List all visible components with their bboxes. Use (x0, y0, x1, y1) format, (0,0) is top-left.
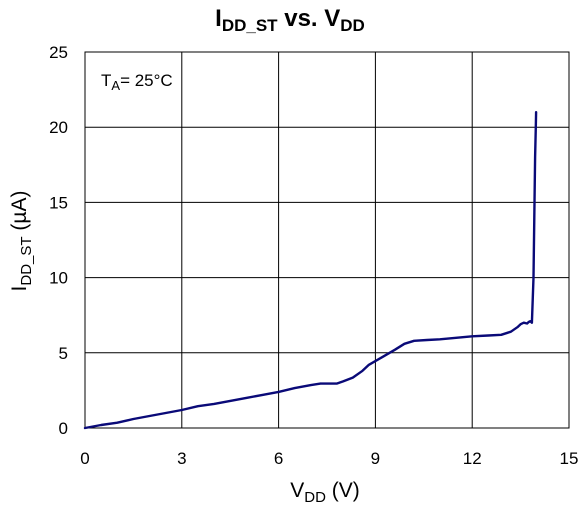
x-tick-label: 12 (463, 449, 482, 468)
y-tick-label: 10 (49, 269, 68, 288)
y-tick-label: 15 (49, 193, 68, 212)
y-tick-label: 0 (59, 419, 68, 438)
y-tick-label: 25 (49, 43, 68, 62)
chart-title: IDD_ST vs. VDD (215, 5, 365, 35)
grid-lines (84, 51, 570, 429)
x-axis-label: VDD (V) (290, 479, 360, 506)
x-tick-label: 9 (371, 449, 380, 468)
x-tick-label: 0 (80, 449, 89, 468)
y-tick-label: 20 (49, 118, 68, 137)
x-tick-label: 15 (560, 449, 579, 468)
y-axis-ticks: 0 5 10 15 20 25 (49, 43, 68, 438)
y-tick-label: 5 (59, 344, 68, 363)
plot-frame (84, 51, 570, 429)
x-tick-label: 6 (274, 449, 283, 468)
y-axis-label: IDD_ST (µA) (8, 191, 35, 292)
x-tick-label: 3 (177, 449, 186, 468)
x-axis-ticks: 0 3 6 9 12 15 (80, 449, 578, 468)
temperature-annotation: TA= 25°C (101, 71, 173, 93)
series-line (83, 111, 538, 430)
